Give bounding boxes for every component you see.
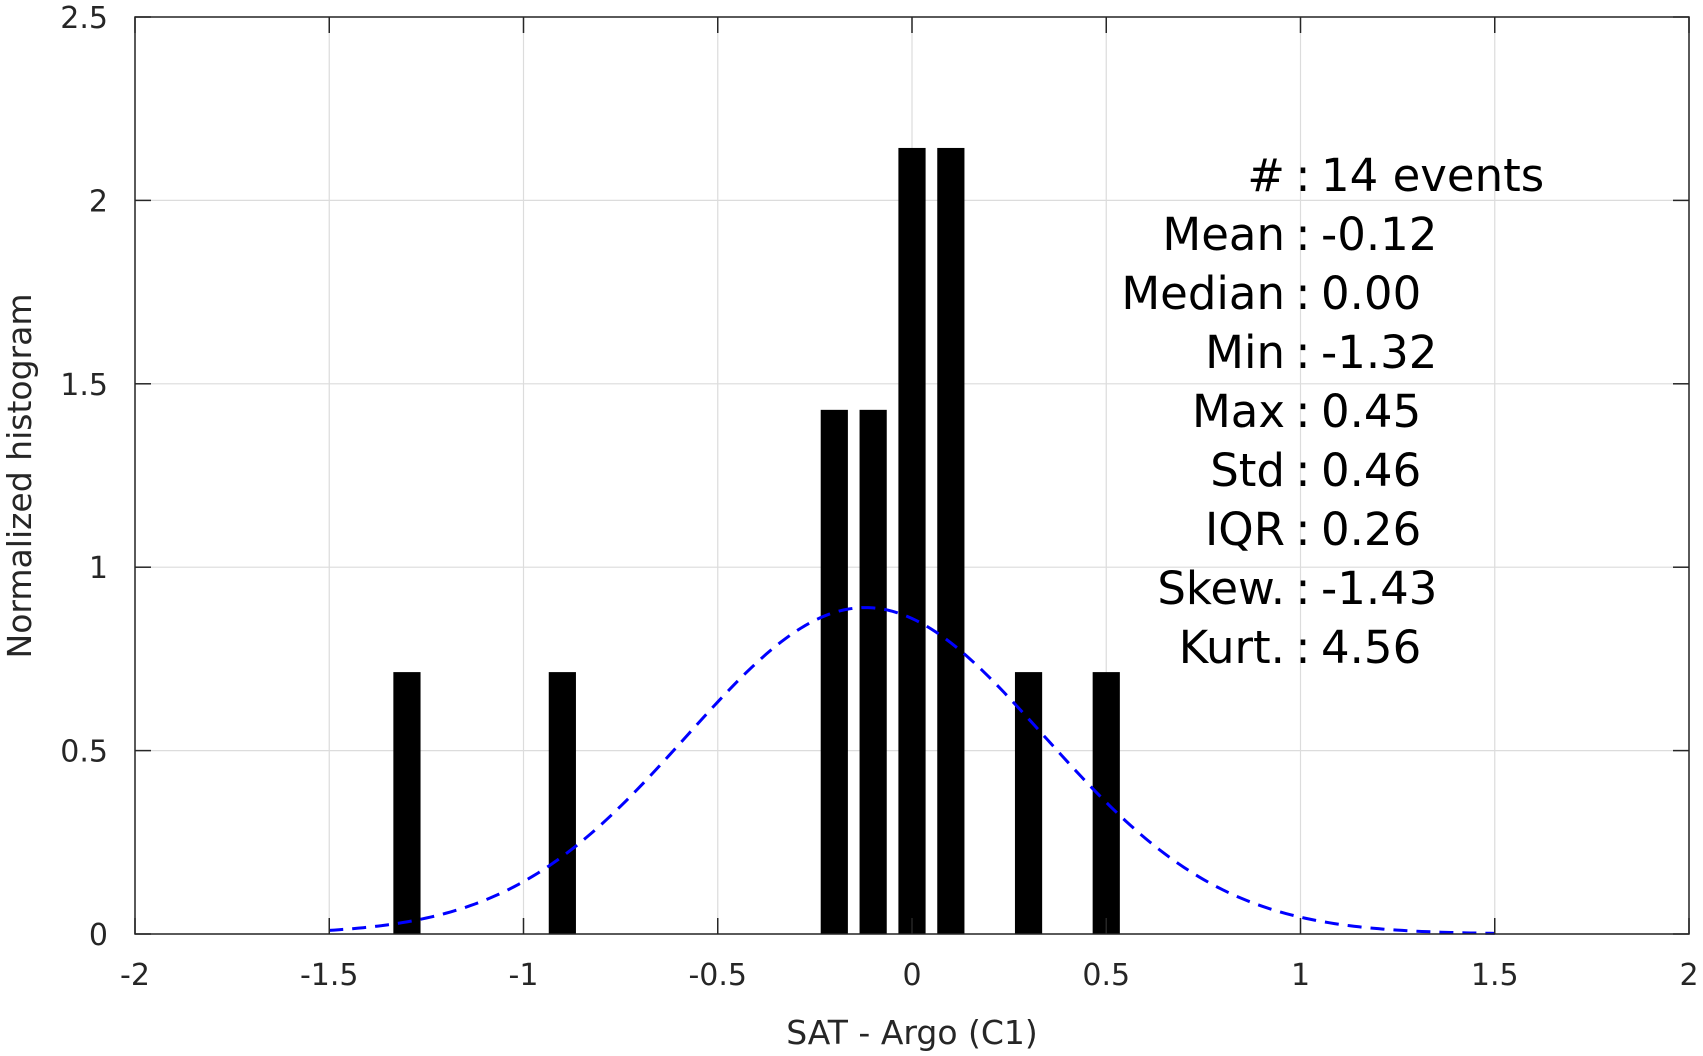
stat-line: Mean: -0.12	[1162, 208, 1437, 261]
histogram-bar	[393, 672, 421, 934]
y-tick-label: 2.5	[60, 1, 108, 36]
x-tick-label: 1	[1291, 958, 1310, 993]
histogram-bar	[1014, 672, 1043, 934]
x-tick-label: 0.5	[1082, 958, 1130, 993]
y-tick-label: 0.5	[60, 735, 108, 770]
x-tick-label: -1	[509, 958, 539, 993]
y-tick-label: 2	[89, 184, 108, 219]
histogram-bar	[820, 409, 848, 935]
x-tick-label: -0.5	[688, 958, 747, 993]
stat-line: Median:0.00	[1121, 267, 1421, 320]
y-axis-title: Normalized histogram	[0, 294, 39, 659]
x-tick-labels: -2 -1.5 -1 -0.5 0 0.5 1 1.5 2	[120, 958, 1699, 993]
normal-fit-curve-layer	[329, 606, 1495, 935]
statistics-box: #:14 events Mean: -0.12 Median:0.00 Min: -1.3…	[1121, 149, 1544, 674]
x-tick-label: 0	[902, 958, 921, 993]
stat-line: Std:0.46	[1210, 444, 1421, 497]
x-tick-label: 2	[1679, 958, 1698, 993]
histogram-bar	[898, 147, 926, 934]
histogram-bar	[548, 672, 576, 934]
histogram-bar	[937, 147, 965, 934]
stat-line: Kurt.:4.56	[1179, 621, 1421, 674]
normal-fit-curve	[329, 606, 1495, 935]
x-tick-label: -1.5	[300, 958, 359, 993]
stat-line: Min: -1.32	[1205, 326, 1437, 379]
y-tick-label: 0	[89, 918, 108, 953]
y-tick-labels: 0 0.5 1 1.5 2 2.5	[60, 1, 108, 953]
histogram-bar	[1092, 672, 1120, 934]
y-tick-label: 1.5	[60, 368, 108, 403]
axis-ticks	[134, 16, 1690, 935]
y-tick-label: 1	[89, 551, 108, 586]
stat-line: #:14 events	[1247, 149, 1544, 202]
histogram-bars	[393, 147, 1120, 935]
x-tick-label: 1.5	[1471, 958, 1519, 993]
x-axis-title: SAT - Argo (C1)	[786, 1013, 1038, 1052]
histogram-bar	[859, 409, 887, 935]
stat-line: Skew.: -1.43	[1157, 562, 1437, 615]
stat-line: Max:0.45	[1192, 385, 1421, 438]
stat-line: IQR:0.26	[1205, 503, 1421, 556]
x-tick-label: -2	[120, 958, 150, 993]
